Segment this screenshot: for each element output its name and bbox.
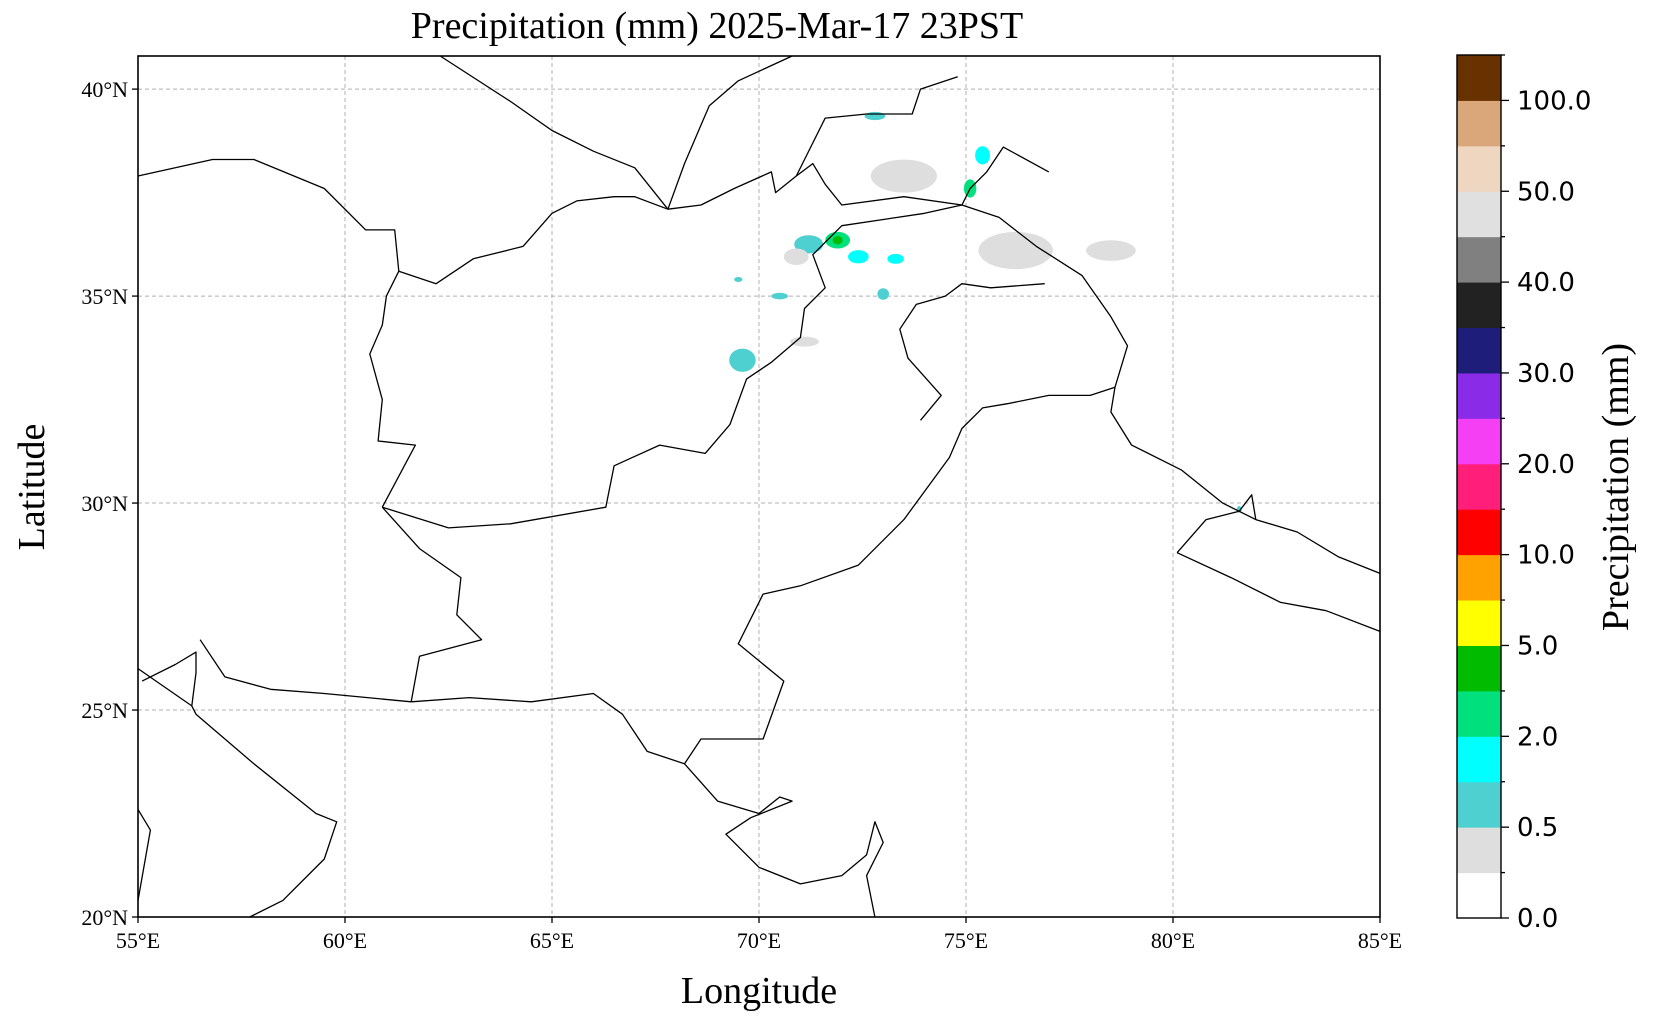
colorbar-tick-label: 20.0 bbox=[1517, 450, 1575, 480]
colorbar-swatch bbox=[1457, 282, 1501, 329]
border-line bbox=[961, 204, 1381, 575]
colorbar-tick-label: 0.5 bbox=[1517, 813, 1558, 843]
y-tick-label: 35°N bbox=[81, 284, 128, 309]
colorbar-blocks bbox=[1457, 55, 1501, 919]
border-line bbox=[411, 692, 685, 765]
border-line bbox=[667, 55, 793, 210]
border-line bbox=[1176, 494, 1257, 554]
colorbar-label: Precipitation (mm) bbox=[1595, 343, 1637, 631]
colorbar-swatch bbox=[1457, 236, 1501, 283]
x-axis-label: Longitude bbox=[681, 970, 837, 1012]
colorbar-tick-label: 50.0 bbox=[1517, 177, 1575, 207]
colorbar-swatch bbox=[1457, 100, 1501, 147]
y-axis-label: Latitude bbox=[11, 424, 53, 551]
colorbar-swatch bbox=[1457, 600, 1501, 646]
x-tick-label: 85°E bbox=[1358, 928, 1402, 953]
border-line bbox=[137, 158, 417, 508]
x-tick-label: 65°E bbox=[530, 928, 574, 953]
x-tick-label: 75°E bbox=[944, 928, 988, 953]
border-line bbox=[684, 763, 884, 918]
precip-patch bbox=[870, 159, 938, 193]
colorbar-swatch bbox=[1457, 872, 1501, 919]
y-tick-label: 20°N bbox=[81, 905, 128, 930]
colorbar-swatch bbox=[1457, 690, 1501, 737]
precip-patch bbox=[771, 292, 788, 300]
border-line bbox=[1176, 552, 1381, 633]
colorbar-tick-label: 2.0 bbox=[1517, 722, 1558, 752]
border-line bbox=[795, 76, 958, 177]
colorbar-border bbox=[1456, 54, 1502, 919]
y-tick-label: 25°N bbox=[81, 698, 128, 723]
colorbar-swatch bbox=[1457, 736, 1501, 783]
colorbar-swatch bbox=[1457, 827, 1501, 874]
map-plot-area: 55°E 60°E 65°E 70°E 75°E 80°E 85°E 20°N 25°N 30°… bbox=[81, 55, 1402, 953]
border-line bbox=[381, 506, 483, 702]
precip-patch bbox=[1086, 240, 1136, 261]
precip-patch bbox=[790, 336, 820, 347]
colorbar-swatch bbox=[1457, 463, 1501, 510]
x-tick-label: 60°E bbox=[323, 928, 367, 953]
x-tick-label: 55°E bbox=[116, 928, 160, 953]
precip-patch bbox=[734, 277, 743, 283]
precip-patch bbox=[848, 250, 869, 264]
colorbar-swatch bbox=[1457, 781, 1501, 828]
precip-patch bbox=[832, 236, 843, 245]
colorbar-tick-label: 5.0 bbox=[1517, 631, 1558, 661]
colorbar-swatch bbox=[1457, 55, 1501, 101]
border-line bbox=[137, 668, 193, 707]
y-tick-label: 40°N bbox=[81, 77, 128, 102]
colorbar-swatch bbox=[1457, 372, 1501, 419]
colorbar-swatch bbox=[1457, 145, 1501, 192]
colorbar-swatch bbox=[1457, 554, 1501, 601]
border-line bbox=[961, 146, 1050, 206]
y-tick-label: 30°N bbox=[81, 491, 128, 516]
latitude-ticks: 20°N 25°N 30°N 35°N 40°N bbox=[81, 77, 138, 930]
border-line bbox=[137, 809, 152, 901]
precip-patch bbox=[783, 248, 809, 266]
precip-patch bbox=[864, 111, 886, 121]
border-line bbox=[899, 283, 1045, 421]
longitude-ticks: 55°E 60°E 65°E 70°E 75°E 80°E 85°E bbox=[116, 917, 1402, 953]
colorbar-ticks: 0.0 0.5 2.0 5.0 10.0 20.0 30.0 40.0 50.0 100.0 bbox=[1501, 54, 1591, 934]
precip-patch bbox=[794, 235, 824, 254]
colorbar-swatch bbox=[1457, 327, 1501, 374]
colorbar-swatch bbox=[1457, 509, 1501, 556]
colorbar-swatch bbox=[1457, 645, 1501, 692]
border-line bbox=[439, 55, 669, 210]
precip-patch bbox=[978, 231, 1053, 270]
x-tick-label: 70°E bbox=[737, 928, 781, 953]
colorbar: 0.0 0.5 2.0 5.0 10.0 20.0 30.0 40.0 50.0 100.0 Pr… bbox=[1456, 54, 1637, 934]
colorbar-tick-label: 40.0 bbox=[1517, 268, 1575, 298]
map-title: Precipitation (mm) 2025-Mar-17 23PST bbox=[411, 5, 1023, 47]
precip-patch bbox=[729, 348, 756, 372]
border-line bbox=[398, 162, 962, 285]
graticule bbox=[138, 56, 1380, 917]
colorbar-tick-label: 0.0 bbox=[1517, 904, 1558, 934]
colorbar-tick-label: 100.0 bbox=[1517, 86, 1591, 116]
border-line bbox=[199, 639, 412, 703]
precip-patch bbox=[975, 146, 991, 165]
border-line bbox=[141, 651, 338, 918]
colorbar-tick-label: 30.0 bbox=[1517, 359, 1575, 389]
colorbar-tick-label: 10.0 bbox=[1517, 541, 1575, 571]
colorbar-swatch bbox=[1457, 418, 1501, 465]
x-tick-label: 80°E bbox=[1151, 928, 1195, 953]
precip-patch bbox=[887, 253, 904, 264]
border-line bbox=[382, 204, 963, 529]
colorbar-swatch bbox=[1457, 191, 1501, 238]
border-line bbox=[683, 386, 1116, 765]
coastlines-and-borders bbox=[137, 55, 1381, 918]
precip-patch bbox=[877, 288, 889, 300]
